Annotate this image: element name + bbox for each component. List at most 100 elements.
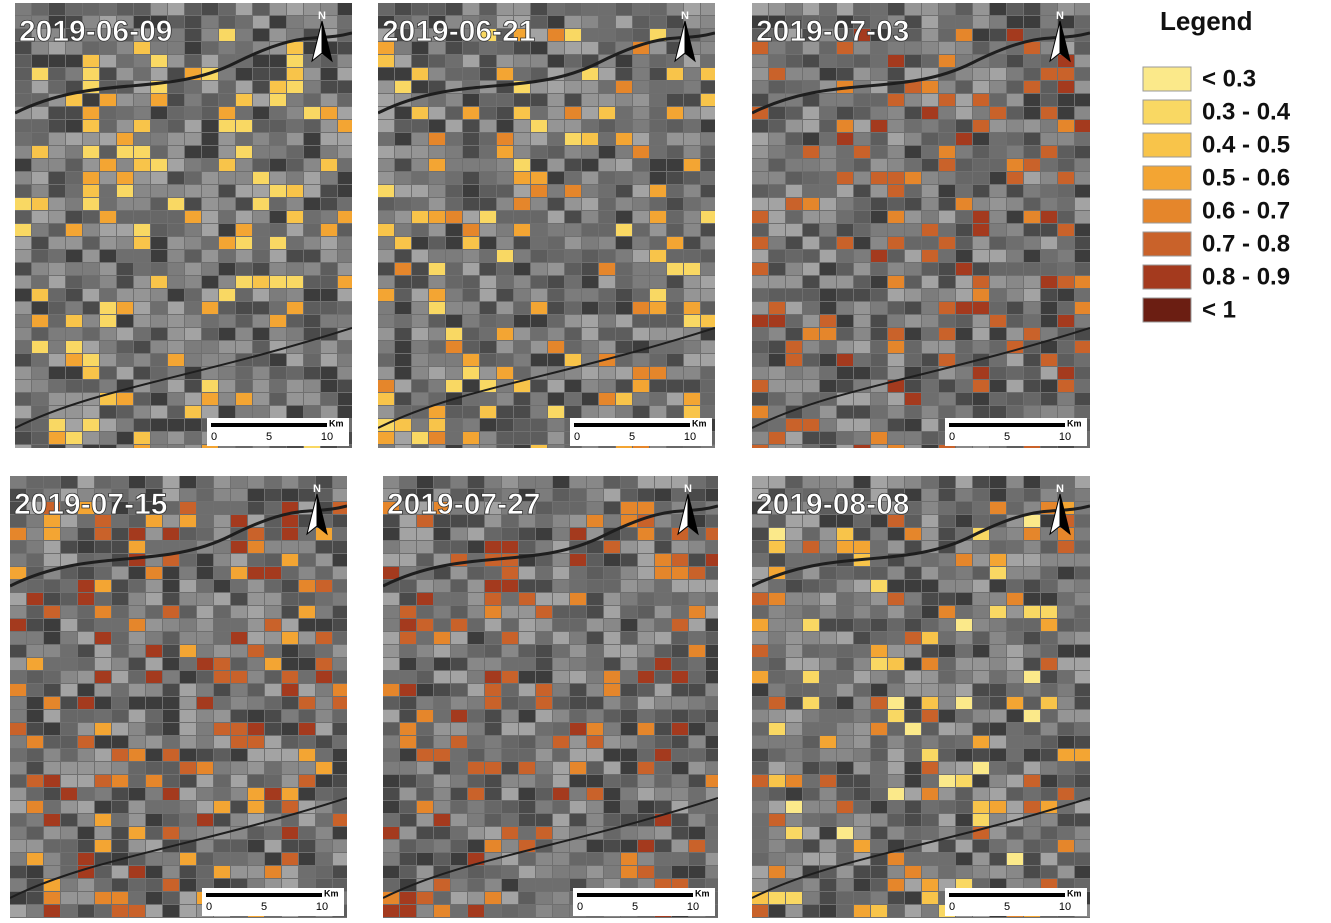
field — [905, 172, 921, 184]
field — [270, 393, 286, 405]
field — [10, 645, 26, 657]
field — [417, 905, 433, 917]
field — [451, 658, 467, 670]
field — [321, 445, 337, 457]
field — [333, 671, 349, 683]
date-label: 2019-07-15 — [14, 488, 167, 521]
field — [922, 892, 938, 904]
field — [871, 736, 887, 748]
field — [990, 723, 1006, 735]
field — [95, 645, 111, 657]
field — [786, 133, 802, 145]
field — [973, 302, 989, 314]
field — [417, 671, 433, 683]
field — [49, 302, 65, 314]
field — [905, 328, 921, 340]
field — [146, 476, 162, 488]
field — [667, 120, 683, 132]
field — [854, 879, 870, 891]
field — [871, 289, 887, 301]
field — [10, 775, 26, 787]
field — [769, 81, 785, 93]
field — [548, 133, 564, 145]
field — [701, 406, 717, 418]
field — [820, 289, 836, 301]
field — [502, 697, 518, 709]
field — [400, 619, 416, 631]
field — [837, 419, 853, 431]
field — [146, 879, 162, 891]
field — [395, 289, 411, 301]
field — [163, 853, 179, 865]
legend-label: 0.5 - 0.6 — [1202, 164, 1290, 191]
field — [83, 419, 99, 431]
field — [684, 406, 700, 418]
field — [638, 489, 654, 501]
field — [769, 619, 785, 631]
field — [820, 593, 836, 605]
field — [922, 276, 938, 288]
field — [553, 671, 569, 683]
field — [134, 315, 150, 327]
field — [429, 224, 445, 236]
field — [621, 762, 637, 774]
field — [888, 736, 904, 748]
field — [10, 541, 26, 553]
field — [129, 775, 145, 787]
field — [587, 554, 603, 566]
field — [905, 159, 921, 171]
field — [44, 684, 60, 696]
field — [888, 3, 904, 15]
field — [265, 775, 281, 787]
field — [684, 237, 700, 249]
field — [180, 892, 196, 904]
field — [684, 224, 700, 236]
field — [1024, 68, 1040, 80]
field — [536, 528, 552, 540]
field — [871, 107, 887, 119]
field — [548, 29, 564, 41]
field — [553, 723, 569, 735]
field — [820, 827, 836, 839]
field — [582, 367, 598, 379]
field — [701, 315, 717, 327]
field — [287, 211, 303, 223]
field — [689, 593, 705, 605]
field — [1058, 593, 1074, 605]
field — [1041, 276, 1057, 288]
field — [752, 632, 768, 644]
field — [956, 94, 972, 106]
field — [752, 853, 768, 865]
field — [253, 16, 269, 28]
field — [888, 606, 904, 618]
field — [219, 341, 235, 353]
field — [514, 172, 530, 184]
field — [672, 723, 688, 735]
field — [219, 302, 235, 314]
field — [565, 354, 581, 366]
field — [10, 710, 26, 722]
field — [956, 237, 972, 249]
field — [429, 198, 445, 210]
field — [66, 237, 82, 249]
field — [163, 905, 179, 917]
field — [400, 840, 416, 852]
field — [248, 528, 264, 540]
field — [803, 341, 819, 353]
field — [752, 775, 768, 787]
field — [633, 185, 649, 197]
field — [820, 159, 836, 171]
field — [599, 29, 615, 41]
field — [871, 814, 887, 826]
field — [1041, 198, 1057, 210]
field — [497, 328, 513, 340]
field — [417, 606, 433, 618]
field — [1024, 328, 1040, 340]
field — [871, 133, 887, 145]
field — [168, 432, 184, 444]
field — [1041, 580, 1057, 592]
field — [248, 541, 264, 553]
field — [655, 619, 671, 631]
field — [248, 632, 264, 644]
field — [786, 762, 802, 774]
